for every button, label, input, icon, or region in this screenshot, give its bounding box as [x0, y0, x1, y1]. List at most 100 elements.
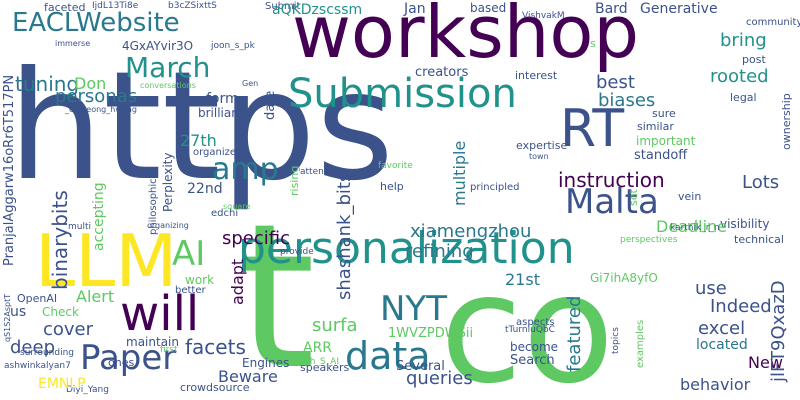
word: philosophical: [148, 169, 159, 235]
word: multi: [68, 222, 92, 232]
word: Diyi_Yang: [66, 385, 109, 395]
word: similar: [637, 120, 674, 133]
word: surrounding: [20, 348, 74, 358]
word: refining: [405, 241, 474, 262]
word: multiple: [450, 140, 469, 206]
word: ownership: [780, 93, 793, 150]
word: Submission: [288, 71, 517, 117]
word: will: [120, 286, 200, 342]
word: brilliant: [198, 106, 244, 120]
word: creators: [415, 65, 469, 80]
word: RT: [560, 99, 625, 159]
word: xiamengzhou: [410, 221, 532, 242]
word: OpenAI: [17, 292, 58, 305]
word: aspects: [516, 317, 555, 328]
word: Lots: [742, 172, 780, 193]
word: sure: [652, 107, 676, 120]
word: Gen: [242, 79, 259, 88]
word: surfa: [312, 315, 358, 336]
word: VishvakM: [522, 11, 565, 21]
word: personalization: [238, 223, 575, 274]
word: personas: [55, 86, 138, 107]
word: attend: [300, 167, 330, 177]
word: 1WVZPDWSii: [388, 326, 474, 341]
word: Several: [396, 359, 445, 374]
word: set: [627, 189, 640, 206]
word: workshop: [292, 0, 640, 74]
word: co: [440, 243, 615, 400]
word: aQKDzscssm: [272, 2, 363, 18]
word: t: [237, 181, 316, 400]
word: karthik_r_n: [670, 223, 720, 233]
word: March: [125, 51, 211, 84]
word: featured: [564, 295, 585, 372]
word: Indeed: [710, 296, 772, 317]
word: principled: [470, 182, 520, 193]
word: best: [596, 72, 635, 93]
word: deep: [10, 337, 55, 358]
word: interest: [515, 69, 558, 82]
word: edchi: [211, 208, 239, 219]
word: first: [160, 345, 178, 355]
word: EMNLP: [38, 376, 86, 392]
word: AI: [172, 234, 206, 274]
word: Beware: [218, 367, 278, 386]
word: 22nd: [187, 181, 223, 197]
word: biases: [598, 90, 656, 111]
word: work: [185, 273, 215, 287]
word: New: [748, 353, 783, 372]
word: rising: [288, 165, 301, 196]
word: PranjalAggarw16oRr6T517PN: [2, 74, 17, 266]
word: 4GxAYvir3O: [122, 39, 194, 53]
word: perspectives: [620, 235, 678, 245]
word: maintain: [126, 335, 179, 349]
word: ARR: [303, 340, 333, 356]
word: town: [529, 152, 549, 161]
word: shashank_bits: [334, 172, 355, 300]
word: Check: [42, 305, 79, 319]
word: tTurnluQbC: [505, 325, 555, 335]
word: us: [10, 304, 27, 320]
word: Gi7ihA8yfO: [590, 271, 658, 285]
word: use: [695, 278, 727, 299]
word: speakers: [300, 361, 350, 374]
word: standoff: [634, 148, 688, 163]
word: important: [636, 134, 696, 148]
word: s: [590, 37, 596, 50]
word: Bard: [595, 1, 628, 17]
word: joon_s_pk: [211, 41, 255, 51]
word: facets: [185, 335, 246, 359]
word: jlFT9QxazD: [768, 280, 789, 382]
word: visibility: [720, 217, 770, 231]
word: examples: [635, 319, 646, 368]
word: Search: [510, 353, 555, 368]
word: Engines: [242, 356, 290, 370]
word: queries: [406, 368, 473, 389]
word: form: [206, 91, 239, 107]
word: _eunjeong_hwang: [65, 105, 137, 114]
word: square: [223, 202, 251, 211]
word: bring: [720, 30, 767, 51]
word: conversations: [140, 81, 196, 90]
word: immerse: [55, 39, 91, 48]
word: b3cZSixttS: [168, 1, 217, 11]
word: Alert: [76, 287, 115, 306]
word: Deadline: [656, 217, 727, 236]
word: amp: [212, 152, 279, 187]
word: 27th: [180, 131, 217, 150]
word: LLM: [35, 219, 178, 303]
word: Malta: [565, 182, 659, 222]
word: Ashish_S_AI: [286, 357, 339, 367]
word: date: [263, 90, 278, 120]
word: Perplexity: [161, 152, 175, 213]
word: help: [380, 180, 404, 193]
word: ashwinkalyan7: [4, 361, 71, 371]
word: binarybits: [48, 190, 72, 290]
word: post: [742, 53, 766, 66]
word: organizing: [147, 221, 189, 230]
word: expertise: [516, 139, 568, 152]
word: favorite: [378, 161, 413, 171]
word: NYT: [380, 289, 447, 329]
word: become: [510, 340, 559, 354]
word: based: [470, 1, 507, 15]
